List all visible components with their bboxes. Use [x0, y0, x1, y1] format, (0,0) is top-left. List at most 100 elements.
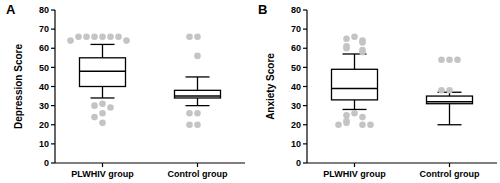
y-tick-label: 60: [39, 43, 49, 53]
outlier: [99, 33, 106, 40]
y-tick-label: 80: [291, 5, 301, 15]
outlier: [194, 110, 201, 117]
y-tick: [303, 29, 307, 30]
outlier: [438, 87, 445, 94]
outlier: [107, 33, 114, 40]
outlier: [107, 104, 114, 111]
y-tick: [303, 9, 307, 10]
outlier: [446, 87, 453, 94]
outlier: [359, 121, 366, 128]
outlier: [115, 33, 122, 40]
y-tick-label: 20: [39, 120, 49, 130]
y-tick: [303, 124, 307, 125]
outlier: [186, 110, 193, 117]
median: [332, 88, 378, 90]
box: [80, 58, 126, 87]
y-tick: [303, 105, 307, 106]
y-tick: [303, 143, 307, 144]
y-tick-label: 70: [39, 24, 49, 34]
y-tick: [51, 9, 55, 10]
y-tick: [303, 162, 307, 163]
median: [80, 70, 126, 72]
panel-title: B: [258, 2, 267, 17]
whisker-cap-low: [343, 109, 367, 110]
y-tick: [51, 67, 55, 68]
y-tick: [51, 143, 55, 144]
outlier: [343, 112, 350, 119]
outlier: [91, 33, 98, 40]
outlier: [343, 120, 350, 127]
y-tick: [51, 105, 55, 106]
median: [427, 101, 473, 103]
y-tick: [51, 124, 55, 125]
x-tick: [449, 163, 450, 167]
outlier: [335, 121, 342, 128]
outlier: [359, 49, 366, 56]
outlier: [446, 56, 453, 63]
whisker-high: [102, 44, 103, 57]
outlier: [91, 114, 98, 121]
y-tick-label: 0: [44, 158, 49, 168]
outlier: [359, 39, 366, 46]
whisker-cap-low: [438, 124, 462, 125]
y-tick-label: 80: [39, 5, 49, 15]
panel-title: A: [6, 2, 16, 17]
whisker-low: [197, 98, 198, 106]
outlier: [194, 121, 201, 128]
outlier: [99, 110, 106, 117]
box: [427, 96, 473, 104]
x-tick: [197, 163, 198, 167]
whisker-cap-low: [186, 105, 210, 106]
outlier: [351, 110, 358, 117]
outlier: [186, 121, 193, 128]
outlier: [438, 56, 445, 63]
y-tick-label: 70: [291, 24, 301, 34]
outlier: [343, 45, 350, 52]
y-tick: [303, 48, 307, 49]
y-tick: [51, 86, 55, 87]
y-axis-label: Depression Score: [13, 44, 24, 129]
outlier: [91, 102, 98, 109]
y-tick: [51, 48, 55, 49]
y-tick-label: 30: [39, 101, 49, 111]
outlier: [454, 56, 461, 63]
median: [175, 95, 221, 97]
y-tick-label: 50: [39, 63, 49, 73]
x-tick: [102, 163, 103, 167]
y-tick-label: 40: [291, 82, 301, 92]
outlier: [359, 114, 366, 121]
y-tick-label: 60: [291, 43, 301, 53]
outlier: [194, 53, 201, 60]
panel: BAnxiety Score01020304050607080PLWHIV gr…: [258, 2, 497, 179]
x-tick-label: Control group: [168, 169, 228, 179]
whisker-high: [197, 77, 198, 90]
y-tick-label: 30: [291, 101, 301, 111]
whisker-low: [102, 87, 103, 98]
y-tick: [303, 86, 307, 87]
y-tick-label: 10: [39, 139, 49, 149]
whisker-cap-high: [186, 76, 210, 77]
outlier: [99, 100, 106, 107]
chart: A Depression Score 0 10 20 30 40 50 60 70 80 PLWHIV…: [0, 0, 500, 183]
whisker-high: [354, 54, 355, 69]
box: [332, 69, 378, 100]
x-tick-label: PLWHIV group: [323, 169, 386, 179]
y-tick-label: 10: [291, 139, 301, 149]
x-axis-line: [55, 162, 245, 163]
whisker-cap-high: [91, 44, 115, 45]
marks: [332, 33, 473, 128]
outlier: [186, 33, 193, 40]
x-tick: [354, 163, 355, 167]
x-axis-line: [307, 162, 497, 163]
y-tick-label: 20: [291, 120, 301, 130]
y-tick-label: 0: [296, 158, 301, 168]
y-tick: [51, 162, 55, 163]
x-tick-label: PLWHIV group: [71, 169, 134, 179]
box: [175, 90, 221, 98]
x-tick-label: Control group: [420, 169, 480, 179]
whisker-low: [449, 104, 450, 125]
y-tick: [51, 29, 55, 30]
y-tick-label: 40: [39, 82, 49, 92]
outlier: [194, 33, 201, 40]
panel: A Depression Score 0 10 20 30 40 50 60 70 80 PLWHIV…: [6, 2, 245, 179]
